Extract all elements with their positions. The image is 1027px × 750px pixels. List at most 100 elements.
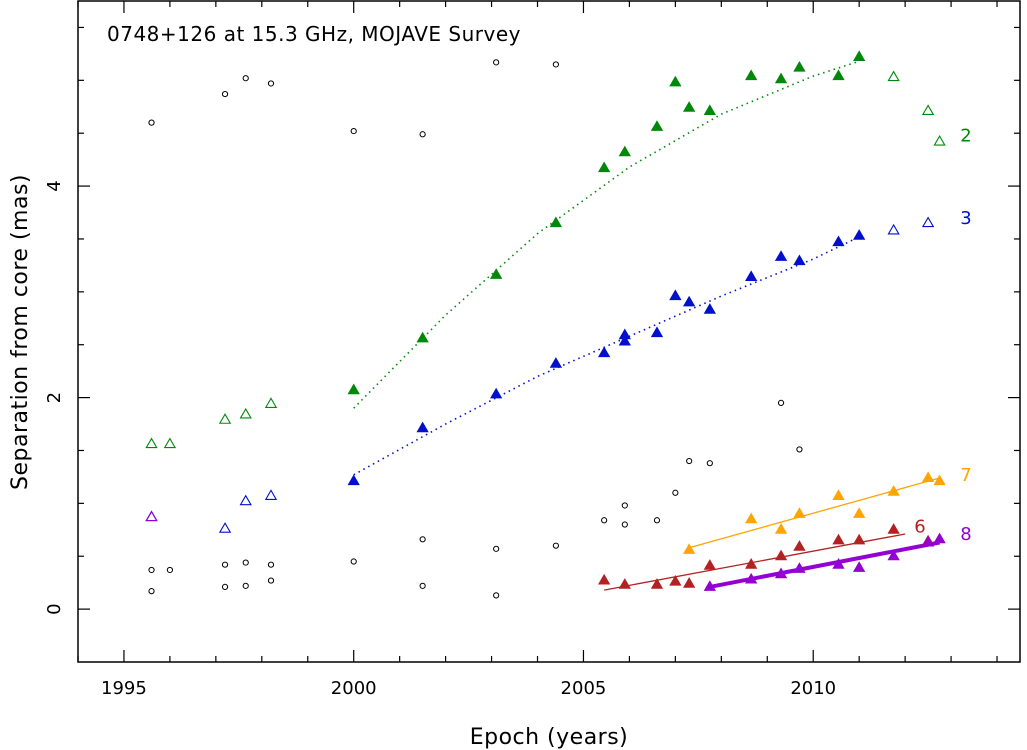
point-3 <box>347 474 360 486</box>
point-2 <box>416 331 429 343</box>
point-6 <box>887 523 900 534</box>
unassigned-point <box>267 561 275 568</box>
point-3 <box>618 334 631 346</box>
point-8 <box>793 562 806 573</box>
point-6 <box>853 533 866 545</box>
unassigned-point <box>419 582 426 589</box>
point-3 <box>669 289 682 301</box>
unassigned-point <box>493 59 500 66</box>
unassigned-point <box>267 80 275 87</box>
series-label-7: 7 <box>960 465 971 486</box>
point-8 <box>853 561 866 572</box>
point-2 <box>793 60 806 72</box>
point-2 <box>682 101 696 112</box>
point-3 <box>832 235 845 247</box>
fit-line-7 <box>688 477 940 549</box>
unassigned-point <box>242 559 249 566</box>
y-tick-label: 4 <box>44 180 65 191</box>
point-7 <box>933 474 946 486</box>
point-3 <box>703 303 716 314</box>
open-point-2 <box>145 437 158 449</box>
unassigned-point <box>777 399 785 406</box>
point-6 <box>669 574 682 586</box>
series-label-3: 3 <box>960 208 971 229</box>
data-points <box>145 50 946 599</box>
unassigned-point <box>706 460 713 467</box>
y-tick-label: 2 <box>44 392 65 403</box>
unassigned-point <box>493 545 500 552</box>
plot-frame <box>77 0 1021 663</box>
open-point-2 <box>239 407 252 419</box>
unassigned-point <box>242 75 249 82</box>
fit-line-3 <box>353 236 860 476</box>
x-tick-label: 2005 <box>561 678 607 699</box>
unassigned-point <box>686 457 693 465</box>
series-label-6: 6 <box>914 517 925 538</box>
open-point-3 <box>921 216 935 228</box>
point-3 <box>774 250 788 261</box>
point-6 <box>597 573 611 585</box>
point-2 <box>832 69 845 81</box>
point-7 <box>832 489 845 500</box>
open-point-2 <box>921 104 935 115</box>
point-7 <box>745 512 758 524</box>
point-2 <box>669 75 682 87</box>
point-3 <box>745 270 758 282</box>
open-point-2 <box>887 70 900 82</box>
series-label-2: 2 <box>960 125 971 146</box>
unassigned-point <box>148 119 155 126</box>
unassigned-point <box>148 566 155 574</box>
unassigned-point <box>419 131 426 138</box>
open-point-2 <box>163 437 177 449</box>
point-2 <box>774 72 788 84</box>
unassigned-point <box>166 566 174 574</box>
point-6 <box>650 578 664 589</box>
point-2 <box>618 145 631 157</box>
open-point-2 <box>933 135 946 146</box>
unassigned-point <box>653 517 661 524</box>
point-6 <box>745 558 758 569</box>
open-point-3 <box>218 522 232 533</box>
point-6 <box>618 578 631 589</box>
unassigned-point <box>221 90 229 98</box>
point-8 <box>745 572 758 584</box>
unassigned-point <box>419 536 426 543</box>
open-point-8 <box>145 510 158 522</box>
unassigned-point <box>601 517 608 524</box>
open-point-3 <box>887 223 900 235</box>
point-8 <box>703 580 716 591</box>
point-3 <box>490 387 503 399</box>
point-2 <box>650 120 664 131</box>
point-3 <box>853 229 866 240</box>
unassigned-point <box>621 521 628 528</box>
point-7 <box>887 485 900 496</box>
axis-ticks: 1995 2000 2005 2010 0 2 4 <box>44 1 1020 699</box>
point-3 <box>549 357 563 368</box>
open-point-3 <box>239 494 252 506</box>
point-8 <box>933 532 946 544</box>
point-7 <box>853 507 866 518</box>
unassigned-point <box>242 582 249 589</box>
point-2 <box>490 268 503 279</box>
point-7 <box>774 523 788 534</box>
fit-lines <box>353 60 940 591</box>
y-tick-label: 0 <box>44 603 65 614</box>
unassigned-point <box>221 561 229 568</box>
y-axis-title: Separation from core (mas) <box>8 174 33 490</box>
unassigned-point <box>552 542 559 549</box>
point-3 <box>793 254 806 266</box>
point-2 <box>853 50 866 62</box>
point-7 <box>921 471 935 482</box>
point-6 <box>832 533 845 545</box>
point-6 <box>703 559 716 570</box>
unassigned-point <box>672 489 679 496</box>
point-8 <box>774 567 788 579</box>
open-point-3 <box>145 510 158 522</box>
point-3 <box>416 421 429 433</box>
open-point-2 <box>264 397 278 408</box>
unassigned-point <box>267 577 275 584</box>
chart-title: 0748+126 at 15.3 GHz, MOJAVE Survey <box>107 22 521 46</box>
point-8 <box>921 535 935 547</box>
unassigned-point <box>350 558 357 565</box>
